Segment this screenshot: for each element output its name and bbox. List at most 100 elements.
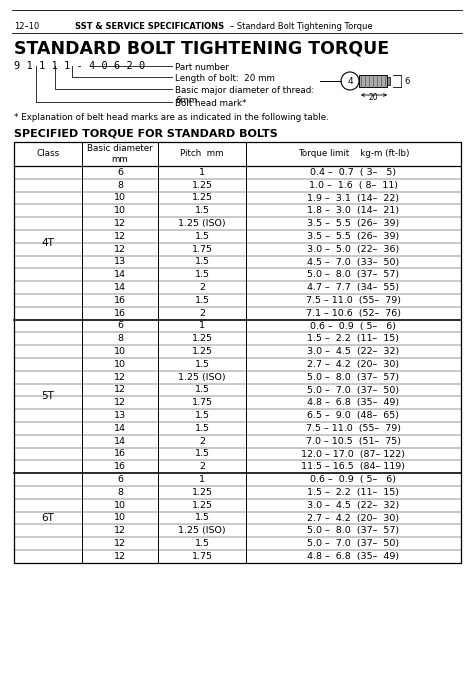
Text: 2: 2 — [199, 437, 205, 446]
Bar — [359, 75, 387, 87]
Text: 12–10: 12–10 — [14, 22, 39, 31]
Text: 6.5 –  9.0  (48–  65): 6.5 – 9.0 (48– 65) — [308, 411, 400, 420]
Text: 1.5: 1.5 — [194, 258, 210, 267]
Text: 11.5 – 16.5  (84– 119): 11.5 – 16.5 (84– 119) — [301, 462, 405, 471]
Text: 12: 12 — [114, 386, 126, 394]
Text: 12: 12 — [114, 245, 126, 254]
Text: 1.5: 1.5 — [194, 424, 210, 433]
Text: 8: 8 — [117, 488, 123, 497]
Text: 1.8 –  3.0  (14–  21): 1.8 – 3.0 (14– 21) — [308, 207, 400, 215]
Text: 1.5 –  2.2  (11–  15): 1.5 – 2.2 (11– 15) — [308, 488, 400, 497]
Text: 16: 16 — [114, 450, 126, 458]
Text: 12: 12 — [114, 539, 126, 548]
Text: 12: 12 — [114, 373, 126, 382]
Text: 5T: 5T — [42, 392, 55, 401]
Text: 1.25 (ISO): 1.25 (ISO) — [178, 219, 226, 228]
Text: 2: 2 — [199, 283, 205, 292]
Text: 1.25 (ISO): 1.25 (ISO) — [178, 373, 226, 382]
Text: 14: 14 — [114, 424, 126, 433]
Text: SST & SERVICE SPECIFICATIONS: SST & SERVICE SPECIFICATIONS — [75, 22, 224, 31]
Text: 14: 14 — [114, 283, 126, 292]
Text: 6T: 6T — [42, 513, 55, 523]
Text: 4.8 –  6.8  (35–  49): 4.8 – 6.8 (35– 49) — [308, 552, 400, 561]
Text: 7.5 – 11.0  (55–  79): 7.5 – 11.0 (55– 79) — [306, 424, 401, 433]
Text: 1.75: 1.75 — [191, 398, 212, 407]
Text: 1.5: 1.5 — [194, 296, 210, 305]
Text: 6: 6 — [117, 168, 123, 177]
Text: Part number: Part number — [175, 63, 229, 72]
Text: SPECIFIED TORQUE FOR STANDARD BOLTS: SPECIFIED TORQUE FOR STANDARD BOLTS — [14, 129, 278, 139]
Text: 3.0 –  4.5  (22–  32): 3.0 – 4.5 (22– 32) — [307, 347, 400, 356]
Text: 14: 14 — [114, 271, 126, 279]
Text: 8: 8 — [117, 180, 123, 190]
Text: 12: 12 — [114, 526, 126, 535]
Text: 12: 12 — [114, 219, 126, 228]
Text: 3.5 –  5.5  (26–  39): 3.5 – 5.5 (26– 39) — [307, 219, 400, 228]
Text: Class: Class — [36, 149, 60, 159]
Text: 8: 8 — [117, 334, 123, 343]
Text: 4T: 4T — [42, 238, 55, 248]
Text: 6: 6 — [117, 475, 123, 484]
Text: 4.8 –  6.8  (35–  49): 4.8 – 6.8 (35– 49) — [308, 398, 400, 407]
Text: 1.5: 1.5 — [194, 386, 210, 394]
Text: 4: 4 — [347, 77, 353, 85]
Text: 1.25: 1.25 — [191, 347, 212, 356]
Text: 1: 1 — [199, 168, 205, 177]
Text: 5.0 –  8.0  (37–  57): 5.0 – 8.0 (37– 57) — [308, 373, 400, 382]
Text: 14: 14 — [114, 437, 126, 446]
Text: 16: 16 — [114, 309, 126, 318]
Text: 1.5: 1.5 — [194, 360, 210, 369]
Bar — [387, 77, 390, 85]
Text: 2.7 –  4.2  (20–  30): 2.7 – 4.2 (20– 30) — [308, 513, 400, 522]
Text: 2: 2 — [199, 462, 205, 471]
Text: 9 1 1 1 1 - 4 0 6 2 0: 9 1 1 1 1 - 4 0 6 2 0 — [14, 61, 145, 71]
Text: * Explanation of belt head marks are as indicated in the following table.: * Explanation of belt head marks are as … — [14, 113, 329, 122]
Text: 16: 16 — [114, 296, 126, 305]
Text: Bolt head mark*: Bolt head mark* — [175, 99, 246, 108]
Text: 6: 6 — [404, 77, 410, 85]
Text: 20: 20 — [368, 93, 378, 102]
Text: 10: 10 — [114, 513, 126, 522]
Text: 1.5: 1.5 — [194, 232, 210, 241]
Text: 1.25: 1.25 — [191, 180, 212, 190]
Text: 10: 10 — [114, 194, 126, 203]
Bar — [14, 142, 461, 563]
Text: 13: 13 — [114, 258, 126, 267]
Text: 6: 6 — [117, 322, 123, 330]
Text: 1.5: 1.5 — [194, 450, 210, 458]
Text: Length of bolt:  20 mm: Length of bolt: 20 mm — [175, 74, 275, 83]
Text: 12: 12 — [114, 552, 126, 561]
Text: 1.5 –  2.2  (11–  15): 1.5 – 2.2 (11– 15) — [308, 334, 400, 343]
Text: 7.0 – 10.5  (51–  75): 7.0 – 10.5 (51– 75) — [306, 437, 401, 446]
Text: 1: 1 — [199, 475, 205, 484]
Text: 12.0 – 17.0  (87– 122): 12.0 – 17.0 (87– 122) — [301, 450, 405, 458]
Text: 12: 12 — [114, 398, 126, 407]
Text: 0.4 –  0.7  ( 3–   5): 0.4 – 0.7 ( 3– 5) — [310, 168, 397, 177]
Text: Pitch  mm: Pitch mm — [180, 149, 224, 159]
Text: 3.0 –  5.0  (22–  36): 3.0 – 5.0 (22– 36) — [307, 245, 400, 254]
Text: 5.0 –  8.0  (37–  57): 5.0 – 8.0 (37– 57) — [308, 526, 400, 535]
Text: 7.5 – 11.0  (55–  79): 7.5 – 11.0 (55– 79) — [306, 296, 401, 305]
Text: 10: 10 — [114, 207, 126, 215]
Text: Basic diameter
mm: Basic diameter mm — [87, 144, 153, 164]
Text: 4.7 –  7.7  (34–  55): 4.7 – 7.7 (34– 55) — [308, 283, 400, 292]
Text: 1.25: 1.25 — [191, 194, 212, 203]
Text: 0.6 –  0.9  ( 5–   6): 0.6 – 0.9 ( 5– 6) — [310, 322, 396, 330]
Text: 1.25: 1.25 — [191, 334, 212, 343]
Text: 16: 16 — [114, 462, 126, 471]
Text: 5.0 –  8.0  (37–  57): 5.0 – 8.0 (37– 57) — [308, 271, 400, 279]
Text: 2.7 –  4.2  (20–  30): 2.7 – 4.2 (20– 30) — [308, 360, 400, 369]
Text: 1.25: 1.25 — [191, 501, 212, 509]
Text: Torque limit    kg-m (ft-lb): Torque limit kg-m (ft-lb) — [298, 149, 409, 159]
Text: 12: 12 — [114, 232, 126, 241]
Text: 3.0 –  4.5  (22–  32): 3.0 – 4.5 (22– 32) — [307, 501, 400, 509]
Text: 10: 10 — [114, 501, 126, 509]
Text: 1: 1 — [199, 322, 205, 330]
Text: 1.5: 1.5 — [194, 271, 210, 279]
Text: 1.5: 1.5 — [194, 411, 210, 420]
Text: 2: 2 — [199, 309, 205, 318]
Text: 10: 10 — [114, 360, 126, 369]
Text: 4.5 –  7.0  (33–  50): 4.5 – 7.0 (33– 50) — [307, 258, 400, 267]
Text: 1.0 –  1.6  ( 8–  11): 1.0 – 1.6 ( 8– 11) — [309, 180, 398, 190]
Text: 10: 10 — [114, 347, 126, 356]
